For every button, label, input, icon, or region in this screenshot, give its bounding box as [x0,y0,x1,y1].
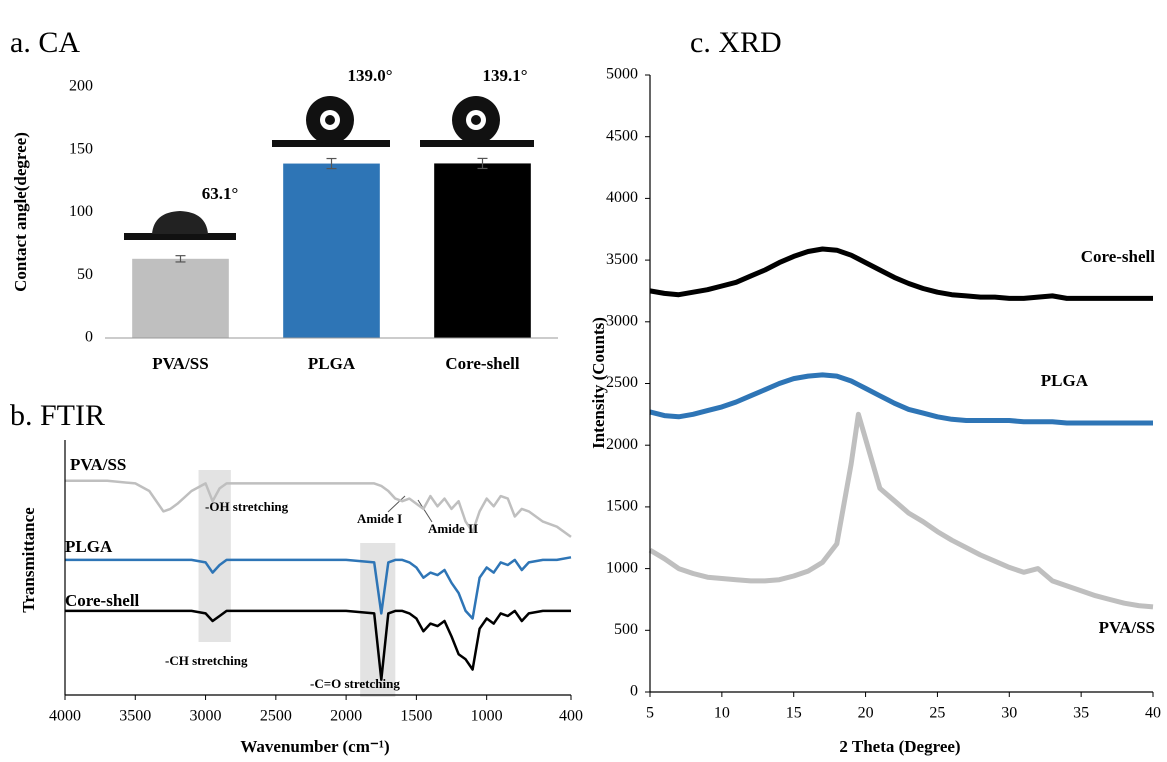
x-tick-label: 1500 [400,708,432,725]
leader-line [417,499,433,523]
x-tick-label: 1000 [471,708,503,725]
panel-title: b. FTIR [10,399,105,432]
series-label: PLGA [65,537,113,556]
series-line [649,246,1153,301]
x-tick-label: 3500 [119,708,151,725]
y-axis-title: Contact angle(degree) [11,132,30,292]
amide-leaders [387,495,433,523]
y-tick-label: 50 [77,266,93,283]
series-label: Core-shell [1081,247,1156,266]
x-axis-title: Wavenumber (cm⁻¹) [240,737,389,756]
x-axis-title: 2 Theta (Degree) [839,737,960,756]
x-tick-label: Core-shell [445,354,520,373]
annotation: -OH stretching [205,499,289,514]
annotation: Amide II [428,521,478,536]
y-tick-label: 4500 [606,127,638,144]
y-axis-title: Transmittance [19,507,38,613]
droplet-plate [124,233,236,240]
series-label: Core-shell [65,591,140,610]
series-line [65,556,572,620]
series-line [65,609,571,681]
x-tick-label: 4000 [49,708,81,725]
annotation: -CH stretching [165,653,248,668]
droplet-highlight [325,115,335,125]
y-tick-label: 3500 [606,251,638,268]
series-label: PVA/SS [70,455,126,474]
series-line [649,372,1153,426]
series-line [65,479,572,538]
y-tick-label: 3000 [606,312,638,329]
y-tick-label: 2500 [606,374,638,391]
y-tick-label: 1000 [606,559,638,576]
value-label: 139.0° [347,66,392,85]
y-tick-label: 0 [630,683,638,700]
x-tick-label: 2000 [330,708,362,725]
y-tick-label: 100 [69,203,93,220]
x-tick-label: 35 [1073,705,1089,722]
y-tick-label: 150 [69,140,93,157]
y-tick-label: 0 [85,329,93,346]
series-line [648,411,1154,610]
leader-line [387,495,406,513]
y-axis-title: Intensity (Counts) [589,317,608,449]
panel-title: c. XRD [690,26,782,59]
x-tick-label: 40 [1145,705,1161,722]
value-label: 139.1° [482,66,527,85]
annotation: -C=O stretching [310,676,400,691]
y-tick-label: 2000 [606,436,638,453]
x-tick-label: 400 [559,708,583,725]
x-tick-label: 15 [786,705,802,722]
value-label: 63.1° [202,184,239,203]
x-tick-label: 2500 [260,708,292,725]
y-tick-label: 500 [614,621,638,638]
y-tick-label: 5000 [606,66,638,83]
x-tick-label: 30 [1001,705,1017,722]
x-tick-label: 20 [858,705,874,722]
x-tick-label: 3000 [190,708,222,725]
series-label: PLGA [1041,371,1089,390]
x-tick-label: PLGA [308,354,356,373]
x-tick-label: PVA/SS [152,354,208,373]
droplet-highlight [471,115,481,125]
y-tick-label: 200 [69,78,93,95]
droplets [124,96,534,240]
annotation: Amide I [357,511,402,526]
x-tick-label: 10 [714,705,730,722]
bar [283,163,380,338]
series-label: PVA/SS [1099,618,1155,637]
bar [434,163,531,338]
x-tick-label: 25 [929,705,945,722]
bar [132,258,229,338]
droplet [152,211,208,234]
x-tick-label: 5 [646,705,654,722]
y-tick-label: 4000 [606,189,638,206]
panel-title: a. CA [10,26,80,59]
y-tick-label: 1500 [606,498,638,515]
highlight-band [360,543,396,697]
